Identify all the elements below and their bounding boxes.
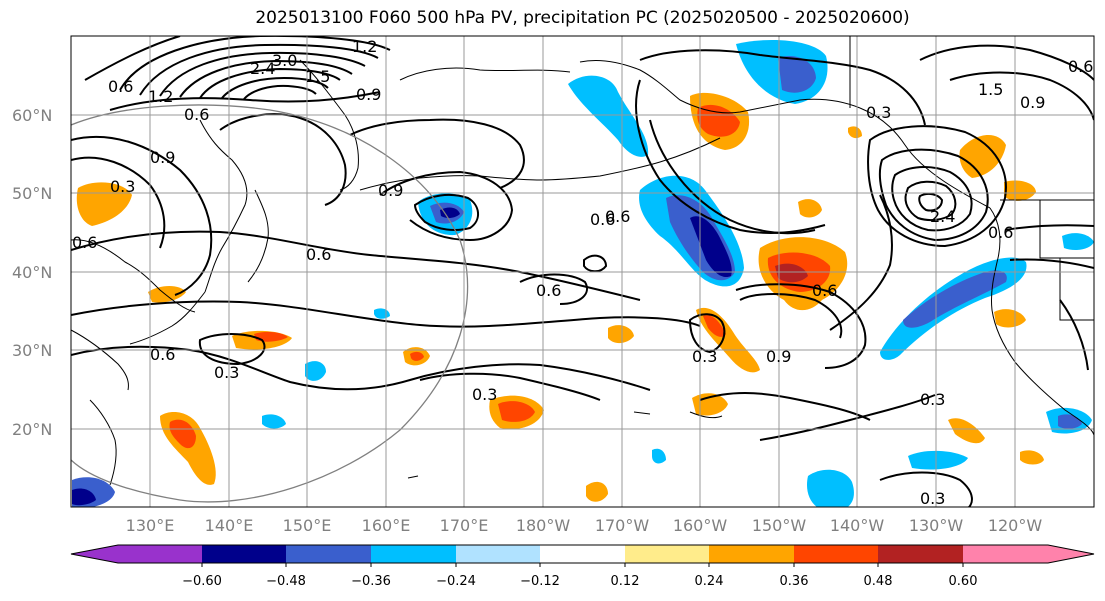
contour-label: 1.5: [978, 80, 1003, 99]
range-circle: [71, 104, 469, 503]
lat-label: 60°N: [12, 106, 52, 125]
lon-label: 160°E: [362, 516, 411, 535]
lon-label: 140°W: [830, 516, 885, 535]
colorbar-segment: [625, 545, 709, 563]
colorbar-segment: [456, 545, 540, 563]
contour-label: 0.9: [1020, 93, 1045, 112]
colorbar-segment: [118, 545, 202, 563]
colorbar-tick-label: 0.36: [780, 574, 809, 589]
contour-label: 1.2: [352, 37, 377, 56]
contour-label: 0.6: [812, 281, 837, 300]
lon-label: 130°W: [909, 516, 964, 535]
coastlines: [71, 36, 1094, 486]
colorbar-tick-label: 0.60: [949, 574, 978, 589]
colorbar-segment: [371, 545, 456, 563]
contour-label: 0.6: [108, 77, 133, 96]
colorbar-tick-label: 0.12: [611, 574, 640, 589]
lat-label: 30°N: [12, 341, 52, 360]
contour-label: 0.3: [866, 103, 891, 122]
colorbar-tick-labels: −0.60 −0.48 −0.36 −0.24 −0.12 0.12 0.24 …: [182, 574, 977, 589]
contour-label: 2.4: [250, 59, 275, 78]
colorbar-tick-label: −0.60: [182, 574, 222, 589]
colorbar-outline: [70, 544, 1095, 564]
lon-label: 130°E: [126, 516, 175, 535]
lon-label: 150°W: [752, 516, 807, 535]
latitude-labels: 60°N 50°N 40°N 30°N 20°N: [12, 106, 52, 439]
contour-label: 3.0: [272, 51, 297, 70]
colorbar-tick-label: −0.24: [436, 574, 476, 589]
lat-label: 20°N: [12, 420, 52, 439]
contour-label: 1.2: [148, 87, 173, 106]
contour-label: 0.3: [110, 177, 135, 196]
colorbar-segment: [794, 545, 878, 563]
longitude-labels: 130°E 140°E 150°E 160°E 170°E 180°W 170°…: [126, 516, 1043, 535]
contour-label: 0.3: [472, 385, 497, 404]
lon-label: 120°W: [988, 516, 1043, 535]
lon-label: 170°W: [595, 516, 650, 535]
lon-label: 160°W: [673, 516, 728, 535]
colorbar-segment: [286, 545, 371, 563]
colorbar-segment: [540, 545, 625, 563]
contour-label: 0.9: [766, 347, 791, 366]
pv-contours: [71, 36, 1094, 507]
lon-label: 180°W: [516, 516, 571, 535]
colorbar-tick-label: −0.12: [520, 574, 560, 589]
contour-label: 0.6: [72, 233, 97, 252]
contour-label: 0.6: [605, 207, 630, 226]
colorbar: [70, 544, 1095, 567]
contour-label: 2.4: [930, 207, 955, 226]
colorbar-extend-max: [1048, 545, 1094, 563]
contour-label: 0.9: [378, 181, 403, 200]
colorbar-segment: [709, 545, 794, 563]
lat-label: 50°N: [12, 184, 52, 203]
lon-label: 150°E: [283, 516, 332, 535]
contour-label: 0.9: [150, 148, 175, 167]
colorbar-tick-label: 0.48: [864, 574, 893, 589]
contour-label: 0.6: [536, 281, 561, 300]
contour-labels: 0.6 1.2 0.6 0.9 2.4 3.0 1.5 1.2 0.9 0.9 …: [72, 37, 1093, 508]
colorbar-segment: [878, 545, 963, 563]
contour-label: 0.3: [692, 347, 717, 366]
lon-label: 140°E: [205, 516, 254, 535]
map-border: [70, 35, 1095, 508]
lat-label: 40°N: [12, 263, 52, 282]
contour-label: 0.6: [590, 210, 615, 229]
contour-label: 1.5: [305, 67, 330, 86]
contour-label: 0.3: [920, 489, 945, 508]
contour-label: 0.6: [988, 223, 1013, 242]
colorbar-segment: [202, 545, 286, 563]
colorbar-extend-min: [71, 545, 118, 563]
map-title: 2025013100 F060 500 hPa PV, precipitatio…: [255, 8, 910, 28]
graticule: [71, 36, 1094, 507]
contour-label: 0.6: [306, 245, 331, 264]
colorbar-segment: [963, 545, 1048, 563]
lon-label: 170°E: [440, 516, 489, 535]
contour-label: 0.9: [356, 85, 381, 104]
contour-label: 0.3: [214, 363, 239, 382]
contour-label: 0.6: [1068, 57, 1093, 76]
colorbar-tick-label: −0.48: [266, 574, 306, 589]
contour-label: 0.6: [184, 105, 209, 124]
contour-label: 0.6: [150, 345, 175, 364]
contour-label: 0.3: [920, 390, 945, 409]
colorbar-tick-label: −0.36: [351, 574, 391, 589]
colorbar-tick-label: 0.24: [695, 574, 724, 589]
